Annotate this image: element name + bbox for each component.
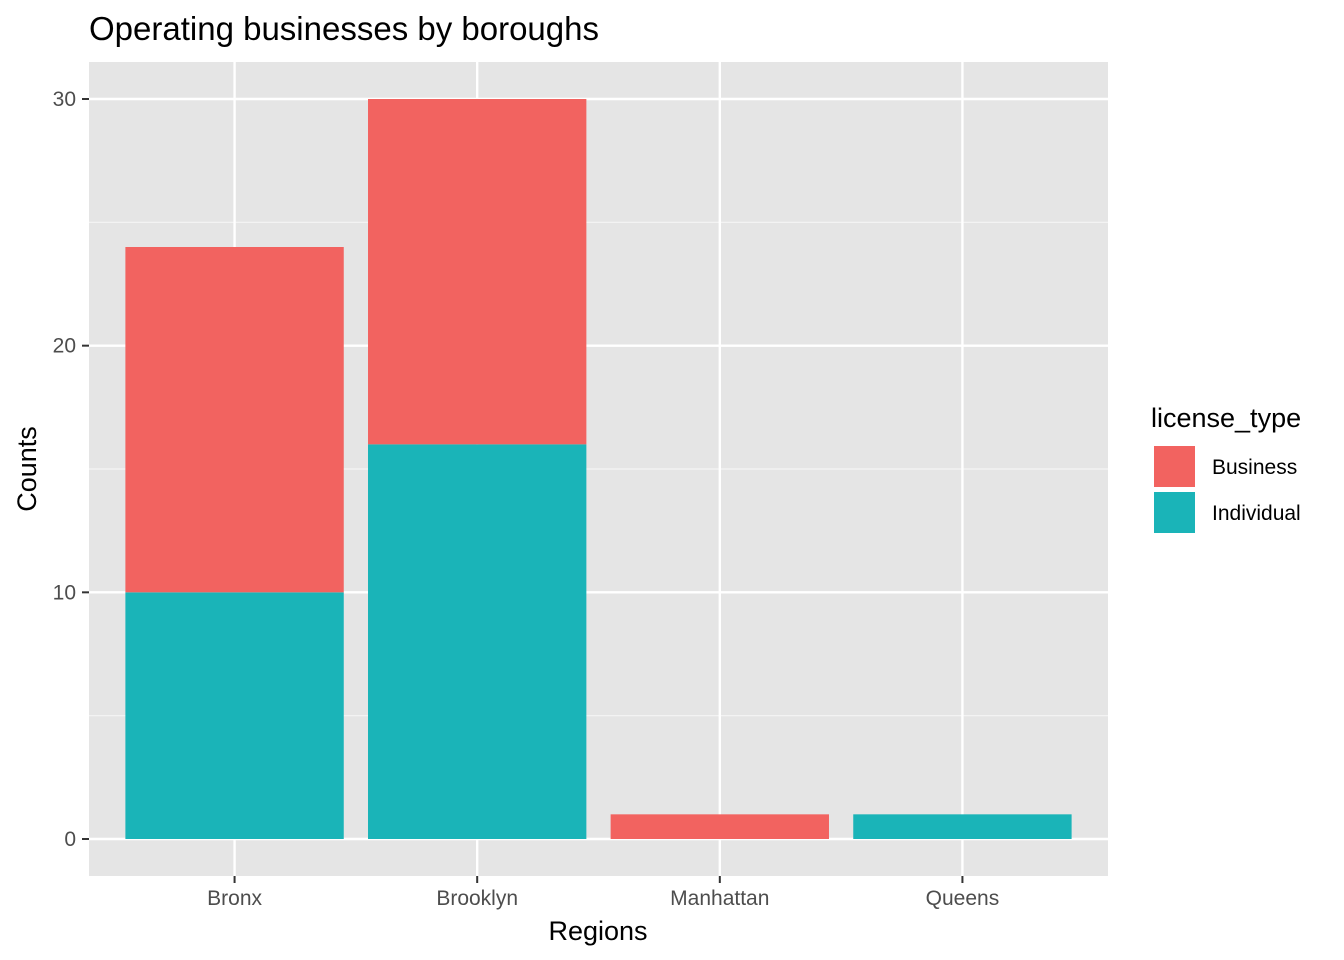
x-tick-label: Brooklyn: [436, 887, 518, 910]
bar-business-brooklyn: [368, 99, 587, 445]
bar-business-bronx: [125, 247, 344, 593]
chart-title: Operating businesses by boroughs: [89, 10, 599, 47]
bar-business-manhattan: [610, 814, 829, 839]
y-tick-label: 20: [53, 335, 76, 358]
legend-key-individual: [1152, 490, 1197, 535]
bar-individual-bronx: [125, 592, 344, 839]
y-axis-title: Counts: [12, 426, 42, 512]
legend-label-business: Business: [1212, 456, 1297, 479]
x-axis-title: Regions: [548, 916, 647, 946]
y-axis: 0 10 20 30: [53, 88, 89, 851]
y-tick-label: 0: [64, 828, 76, 851]
x-tick-label: Bronx: [207, 887, 262, 910]
bar-individual-queens: [853, 814, 1072, 839]
legend: license_type Business Individual: [1151, 403, 1301, 535]
bar-individual-brooklyn: [368, 444, 587, 839]
bar-stacks: [125, 99, 1072, 839]
legend-label-individual: Individual: [1212, 502, 1301, 525]
x-tick-label: Manhattan: [670, 887, 769, 910]
legend-title: license_type: [1151, 403, 1301, 433]
x-axis: Bronx Brooklyn Manhattan Queens: [207, 876, 999, 910]
legend-key-business: [1152, 444, 1197, 489]
y-tick-label: 10: [53, 581, 76, 604]
y-tick-label: 30: [53, 88, 76, 111]
x-tick-label: Queens: [926, 887, 1000, 910]
